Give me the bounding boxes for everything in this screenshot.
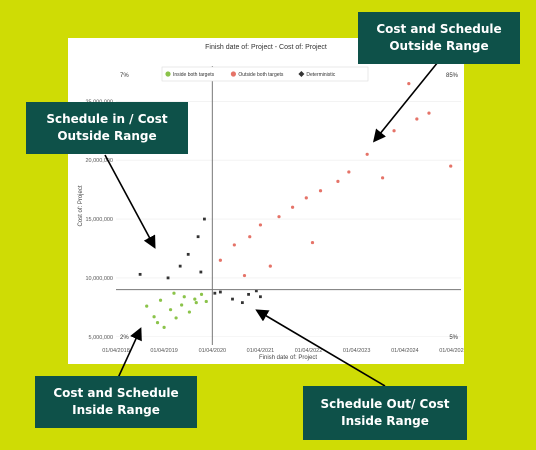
data-point-deterministic	[178, 264, 182, 268]
data-point-deterministic	[186, 252, 190, 256]
callout-cost-schedule-inside: Cost and Schedule Inside Range	[35, 376, 197, 428]
data-points	[138, 82, 453, 329]
y-tick-label: 15,000,000	[85, 217, 113, 223]
data-point-inside	[193, 297, 197, 301]
legend-marker	[298, 71, 305, 77]
data-point-deterministic	[254, 289, 258, 293]
y-tick-label: 5,000,000	[89, 335, 113, 341]
callout-schedule-in-cost-outside: Schedule in / Cost Outside Range	[26, 102, 188, 154]
data-point-deterministic	[218, 290, 222, 294]
data-point-inside	[187, 310, 192, 314]
data-point-outside	[427, 111, 431, 115]
data-point-inside	[174, 316, 178, 320]
data-point-deterministic	[240, 301, 244, 305]
data-point-deterministic	[166, 276, 170, 280]
data-point-outside	[258, 223, 263, 227]
data-point-deterministic	[247, 292, 250, 296]
data-point-outside	[318, 189, 323, 193]
x-tick-label: 01/04/2024	[391, 348, 419, 354]
data-point-inside	[158, 298, 163, 302]
data-point-outside	[449, 164, 453, 168]
x-axis-label: Finish date of: Project	[259, 355, 317, 361]
data-point-deterministic	[199, 270, 203, 274]
data-point-inside	[204, 299, 208, 304]
x-tick-label: 01/04/2021	[247, 348, 275, 354]
quadrant-label-bottom-right: 5%	[449, 335, 458, 341]
data-point-deterministic	[138, 272, 142, 276]
data-point-outside	[365, 152, 369, 156]
data-point-deterministic	[231, 297, 234, 301]
legend-label: Outside both targets	[238, 72, 284, 78]
data-point-inside	[155, 321, 160, 325]
legend-box	[161, 66, 369, 82]
x-tick-label: 01/04/2022	[295, 348, 323, 354]
x-tick-label: 01/04/2019	[150, 348, 178, 354]
data-point-outside	[218, 258, 222, 262]
grid	[116, 101, 461, 338]
data-point-outside	[248, 235, 252, 239]
data-point-deterministic	[196, 235, 200, 239]
data-point-outside	[242, 273, 247, 278]
data-point-outside	[310, 240, 315, 245]
y-tick-label: 10,000,000	[85, 276, 113, 282]
data-point-inside	[172, 291, 176, 295]
legend: Inside both targets Outside both targets D…	[161, 66, 369, 82]
data-point-outside	[336, 179, 340, 183]
data-point-outside	[347, 170, 351, 174]
data-point-inside	[199, 292, 204, 296]
data-point-outside	[380, 176, 385, 180]
callout-cost-schedule-outside: Cost and Schedule Outside Range	[358, 12, 520, 64]
quadrant-label-bottom-left: 2%	[120, 335, 129, 341]
scatter-chart: Finish date of: Project - Cost of: Proje…	[78, 44, 464, 361]
quadrant-label-top-right: 85%	[446, 73, 459, 79]
data-point-inside	[194, 301, 198, 305]
x-tick-label: 01/04/2023	[343, 348, 371, 354]
target-lines	[116, 66, 461, 345]
data-point-outside	[407, 82, 411, 86]
chart-title: Finish date of: Project - Cost of: Proje…	[205, 44, 327, 51]
data-point-inside	[145, 304, 149, 308]
callout-schedule-out-cost-inside: Schedule Out/ Cost Inside Range	[303, 386, 467, 440]
data-point-outside	[232, 243, 236, 247]
data-point-deterministic	[203, 217, 206, 221]
data-point-deterministic	[259, 295, 262, 299]
data-point-inside	[180, 303, 184, 307]
data-point-outside	[304, 196, 308, 200]
data-point-inside	[182, 295, 186, 299]
x-tick-label: 01/04/2018	[102, 348, 130, 354]
data-point-outside	[268, 264, 272, 268]
data-point-inside	[168, 308, 173, 312]
data-point-outside	[290, 205, 295, 209]
legend-marker	[230, 71, 236, 77]
x-axis-ticks: 01/04/2018 01/04/2019 01/04/2020 01/04/2021…	[102, 348, 464, 354]
data-point-outside	[415, 117, 419, 121]
x-tick-label: 01/04/2020	[199, 348, 227, 354]
data-point-outside	[392, 129, 396, 133]
y-axis-label: Cost of: Project	[78, 185, 84, 226]
quadrant-label-top-left: 7%	[120, 73, 129, 79]
data-point-deterministic	[213, 291, 217, 295]
legend-label: Inside both targets	[173, 72, 215, 78]
legend-marker	[165, 71, 171, 77]
chart-panel: Finish date of: Project - Cost of: Proje…	[68, 38, 464, 364]
x-tick-label: 01/04/2025	[439, 348, 464, 354]
data-point-inside	[162, 325, 166, 329]
y-tick-label: 20,000,000	[85, 158, 113, 164]
data-point-outside	[277, 215, 281, 219]
data-point-inside	[152, 315, 156, 319]
legend-label: Deterministic	[306, 72, 335, 78]
